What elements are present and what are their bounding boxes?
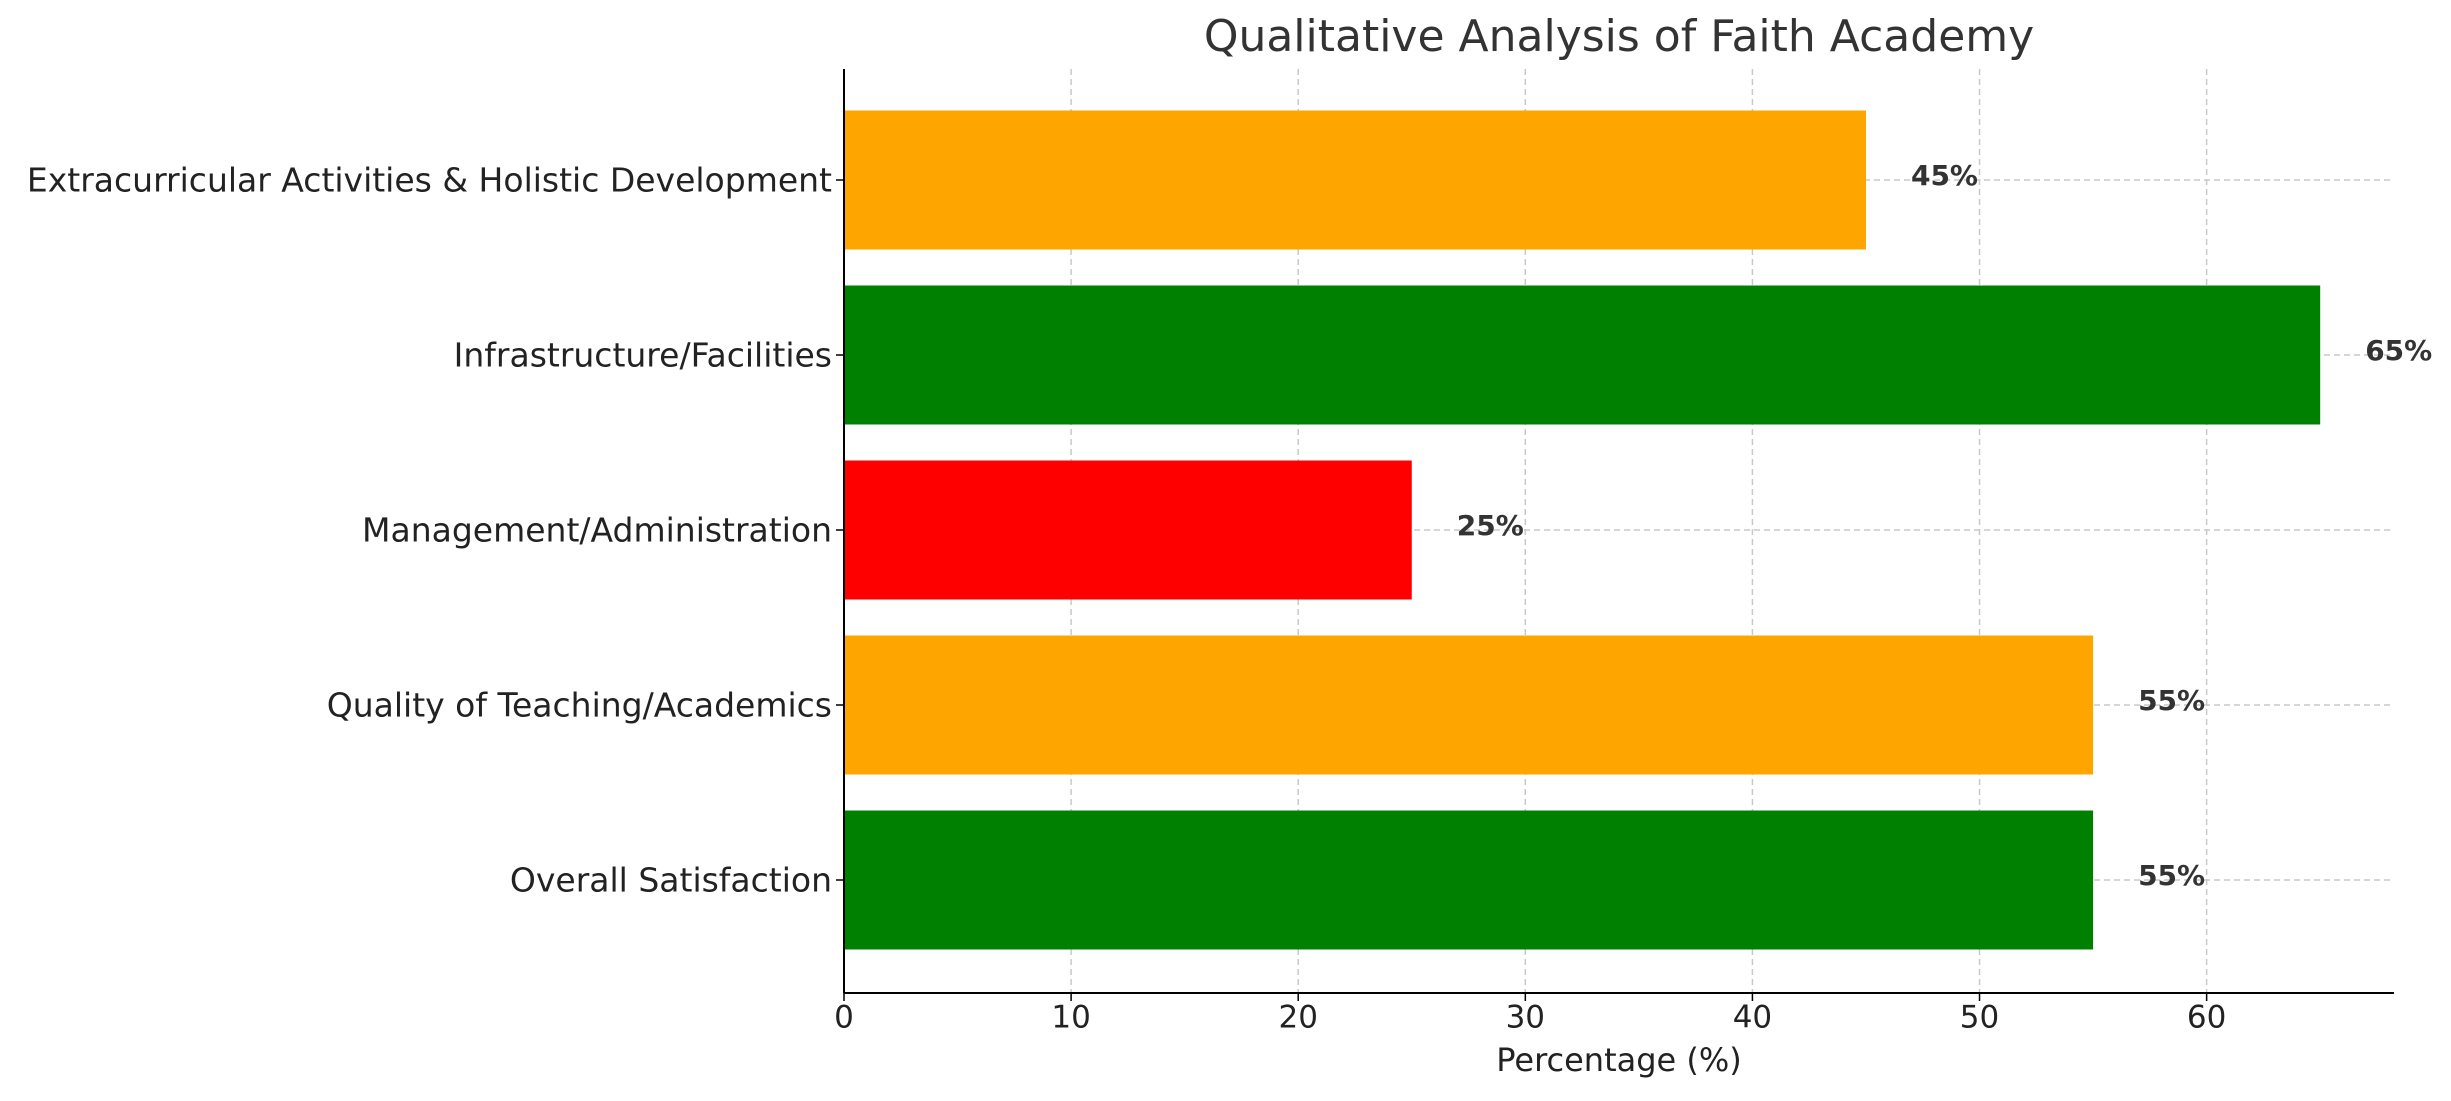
bar bbox=[844, 285, 2321, 425]
y-tick-label: Infrastructure/Facilities bbox=[454, 336, 832, 375]
y-tick-label: Overall Satisfaction bbox=[510, 861, 832, 900]
value-label: 45% bbox=[1911, 159, 1978, 192]
value-label: 55% bbox=[2138, 859, 2205, 892]
x-tick-label: 20 bbox=[1278, 1000, 1317, 1036]
x-tick-label: 0 bbox=[834, 1000, 854, 1036]
x-tick-label: 40 bbox=[1733, 1000, 1772, 1036]
y-tick-label: Quality of Teaching/Academics bbox=[327, 686, 832, 725]
bar bbox=[844, 110, 1866, 250]
value-label: 55% bbox=[2138, 684, 2205, 717]
x-tick-label: 10 bbox=[1051, 1000, 1090, 1036]
bar bbox=[844, 810, 2094, 950]
x-axis-label: Percentage (%) bbox=[1496, 1041, 1742, 1079]
y-tick-label: Management/Administration bbox=[362, 511, 832, 550]
value-label: 25% bbox=[1457, 509, 1524, 542]
x-tick-label: 60 bbox=[2187, 1000, 2226, 1036]
bar bbox=[844, 460, 1412, 600]
x-tick-label: 50 bbox=[1960, 1000, 1999, 1036]
x-tick-label: 30 bbox=[1506, 1000, 1545, 1036]
chart-title: Qualitative Analysis of Faith Academy bbox=[1204, 11, 2034, 62]
bar bbox=[844, 635, 2094, 775]
value-label: 65% bbox=[2365, 334, 2432, 367]
y-tick-label: Extracurricular Activities & Holistic De… bbox=[27, 161, 832, 200]
